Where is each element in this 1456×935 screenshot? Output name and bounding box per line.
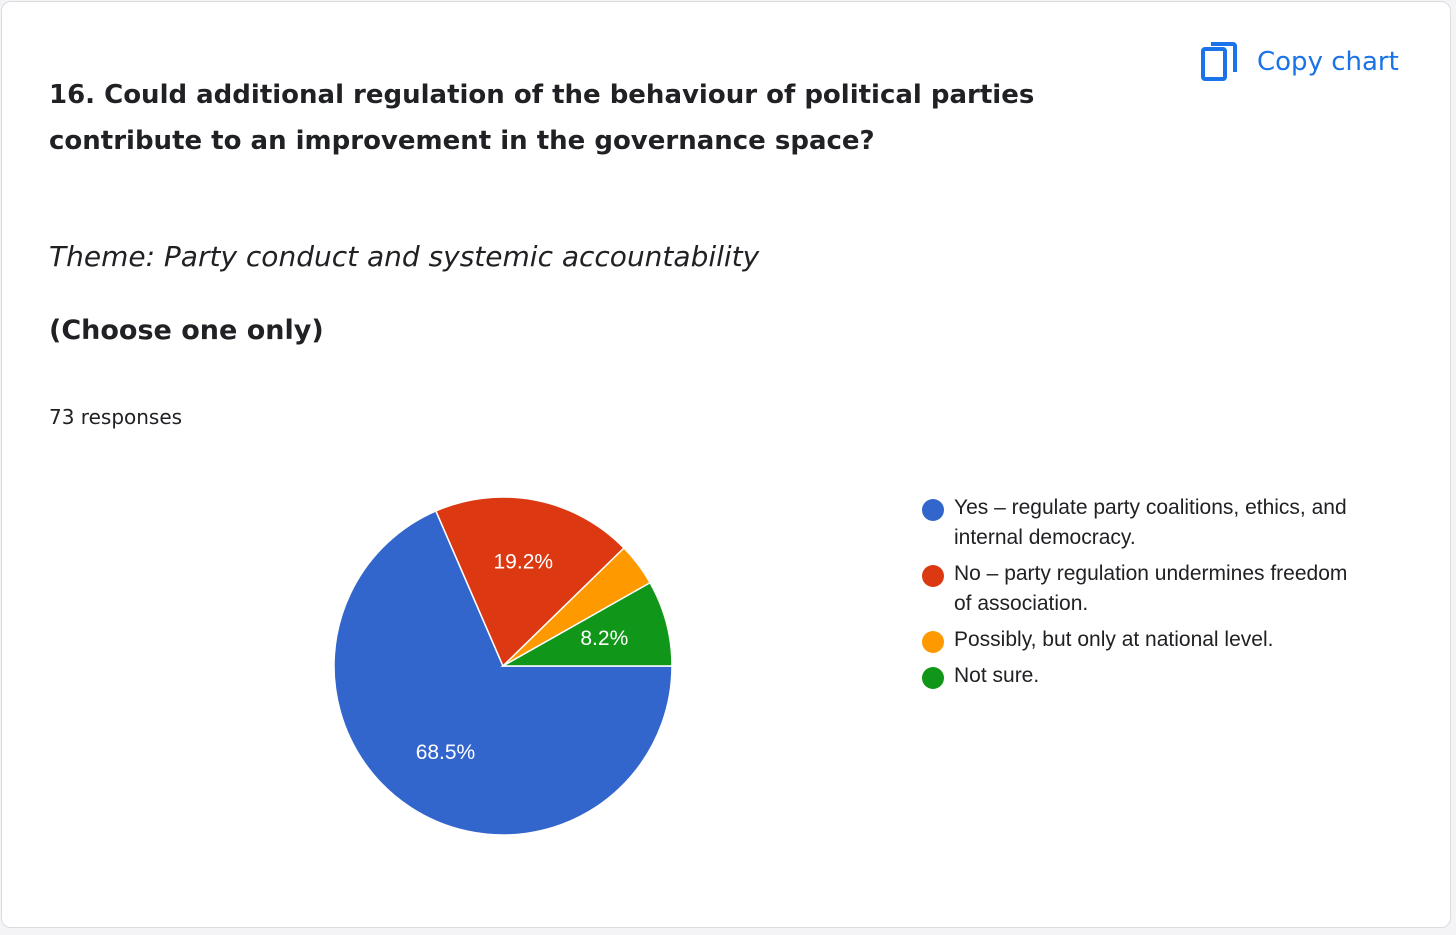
copy-icon	[1201, 42, 1237, 81]
pie-slice-not-sure[interactable]	[500, 581, 673, 667]
chart-legend: Yes – regulate party coalitions, ethics,…	[920, 493, 1370, 697]
pie-slice-yes[interactable]	[333, 509, 673, 836]
legend-item-not-sure: Not sure.	[920, 661, 1370, 691]
legend-swatch	[922, 667, 944, 689]
pie-slice-no[interactable]	[434, 496, 626, 668]
legend-label: Yes – regulate party coalitions, ethics,…	[954, 496, 1347, 549]
question-title: 16. Could additional regulation of the b…	[49, 80, 1035, 156]
legend-label: Not sure.	[954, 664, 1040, 687]
legend-swatch	[922, 631, 944, 653]
theme-text: Theme: Party conduct and systemic accoun…	[49, 240, 760, 273]
legend-item-possibly: Possibly, but only at national level.	[920, 625, 1370, 655]
pie-label-not-sure: 8.2%	[580, 627, 628, 650]
legend-swatch	[922, 565, 944, 587]
instruction-text: (Choose one only)	[49, 315, 324, 346]
legend-label: Possibly, but only at national level.	[954, 628, 1274, 651]
legend-item-yes: Yes – regulate party coalitions, ethics,…	[920, 493, 1370, 553]
legend-swatch	[922, 499, 944, 521]
legend-item-no: No – party regulation undermines freedom…	[920, 559, 1370, 619]
responses-count: 73 responses	[49, 405, 183, 429]
legend-label: No – party regulation undermines freedom…	[954, 562, 1348, 615]
pie-label-no: 19.2%	[494, 551, 554, 574]
pie-label-yes: 68.5%	[416, 741, 476, 764]
copy-chart-button[interactable]: Copy chart	[1200, 40, 1399, 84]
pie-chart: 68.5% 19.2% 8.2%	[333, 496, 673, 836]
copy-chart-label: Copy chart	[1257, 47, 1399, 77]
